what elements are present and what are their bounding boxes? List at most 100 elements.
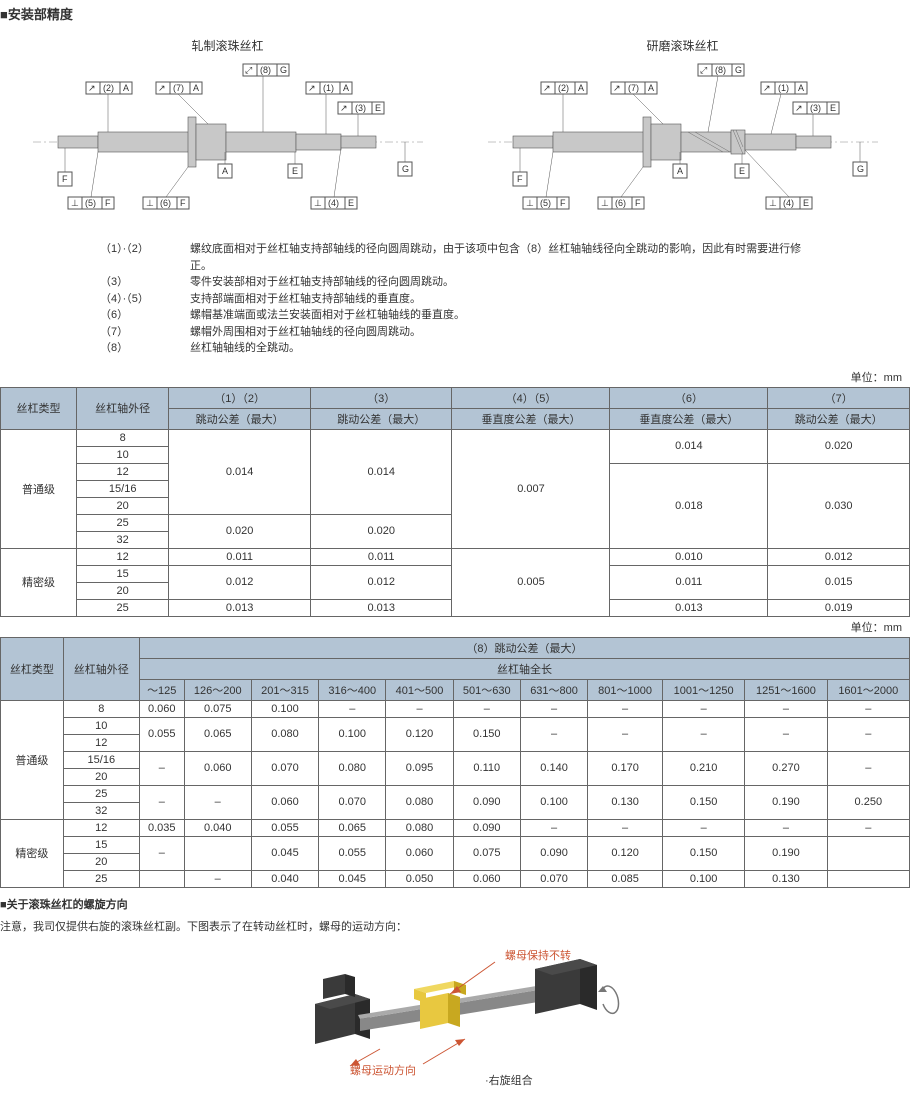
svg-text:(4): (4)	[328, 198, 339, 208]
svg-text:(6): (6)	[615, 198, 626, 208]
t2-range-header: 631～800	[520, 679, 587, 700]
t2-cell: 0.120	[386, 717, 453, 751]
t2-h-od: 丝杠轴外径	[63, 637, 139, 700]
t1-cell: 0.012	[768, 548, 910, 565]
t2-cell: 0.100	[251, 700, 318, 717]
t1-h-od: 丝杠轴外径	[76, 387, 168, 429]
t2-cell: 12	[63, 734, 139, 751]
t2-range-header: 316～400	[319, 679, 386, 700]
svg-text:F: F	[560, 198, 566, 208]
svg-text:⊥: ⊥	[769, 198, 777, 208]
svg-text:A: A	[648, 83, 654, 93]
svg-text:↗: ↗	[158, 83, 166, 93]
t2-cell: 0.060	[139, 700, 184, 717]
t1-cell: 0.020	[169, 514, 311, 548]
t2-cell: –	[386, 700, 453, 717]
unit-label-1: 单位：mm	[0, 367, 910, 387]
svg-text:⤢: ⤢	[699, 65, 707, 75]
svg-text:G: G	[735, 65, 742, 75]
t2-cell: 0.210	[662, 751, 744, 785]
t2-cell: 0.150	[662, 785, 744, 819]
t2-cell: 0.075	[184, 700, 251, 717]
note-num: （7）	[100, 324, 190, 341]
t1-cell: 0.014	[610, 429, 768, 463]
t2-cell: –	[453, 700, 520, 717]
t2-cell: –	[827, 700, 909, 717]
t1-od: 25	[76, 599, 168, 616]
t2-cell: –	[662, 819, 744, 836]
t2-cell: 0.270	[745, 751, 827, 785]
svg-text:E: E	[739, 166, 745, 176]
t2-cell: 0.070	[520, 870, 587, 887]
note-text: 零件安装部相对于丝杠轴支持部轴线的径向圆周跳动。	[190, 274, 454, 291]
svg-text:A: A	[193, 83, 199, 93]
note-text: 螺帽基准端面或法兰安装面相对于丝杠轴轴线的垂直度。	[190, 307, 465, 324]
t2-cell: 0.080	[319, 751, 386, 785]
t2-cell: 0.045	[319, 870, 386, 887]
t1-h-3a: （3）	[310, 387, 452, 408]
t1-od: 15	[76, 565, 168, 582]
t1-cell: 0.012	[169, 565, 311, 599]
t2-cell: 32	[63, 802, 139, 819]
t2-cell: 0.045	[251, 836, 318, 870]
t1-cell: 0.007	[452, 429, 610, 548]
t2-cell: –	[588, 819, 663, 836]
t1-od: 8	[76, 429, 168, 446]
t2-cell: 0.080	[386, 785, 453, 819]
svg-text:螺母保持不转: 螺母保持不转	[505, 948, 571, 962]
t1-h-3b: 跳动公差（最大）	[310, 408, 452, 429]
t2-cell	[827, 836, 909, 870]
direction-diagram: 螺母保持不转 螺母运动方向 ·右旋组合	[0, 944, 910, 1114]
t2-cell: –	[827, 717, 909, 751]
t2-h-main: （8）跳动公差（最大）	[139, 637, 909, 658]
svg-text:G: G	[857, 164, 864, 174]
svg-text:A: A	[222, 166, 228, 176]
t1-od: 12	[76, 548, 168, 565]
svg-text:⤢: ⤢	[244, 65, 252, 75]
note-num: （4）·（5）	[100, 291, 190, 308]
t2-cell: 0.080	[251, 717, 318, 751]
svg-text:A: A	[343, 83, 349, 93]
t2-cell: 0.100	[662, 870, 744, 887]
t2-range-header: 1601～2000	[827, 679, 909, 700]
t2-cell: 0.035	[139, 819, 184, 836]
t1-cell: 0.013	[169, 599, 311, 616]
t1-cell: 0.015	[768, 565, 910, 599]
t2-cell	[184, 836, 251, 870]
t2-range-header: 1251～1600	[745, 679, 827, 700]
t2-cell: 0.100	[520, 785, 587, 819]
t2-cell: 0.060	[453, 870, 520, 887]
svg-text:F: F	[105, 198, 111, 208]
svg-text:G: G	[402, 164, 409, 174]
svg-text:(2): (2)	[103, 83, 114, 93]
note-num: （1）·（2）	[100, 241, 190, 274]
t1-cell: 0.019	[768, 599, 910, 616]
t1-cell: 0.020	[310, 514, 452, 548]
svg-text:↗: ↗	[763, 83, 771, 93]
t2-range-header: 801～1000	[588, 679, 663, 700]
t1-cell: 0.005	[452, 548, 610, 616]
svg-text:G: G	[280, 65, 287, 75]
t2-cell: 0.060	[386, 836, 453, 870]
note-num: （6）	[100, 307, 190, 324]
note-num: （8）	[100, 340, 190, 357]
t2-cell	[827, 870, 909, 887]
t1-h-7a: （7）	[768, 387, 910, 408]
svg-text:F: F	[180, 198, 186, 208]
t1-h-12a: （1）（2）	[169, 387, 311, 408]
t2-cell: –	[827, 819, 909, 836]
svg-text:(7): (7)	[173, 83, 184, 93]
t1-od: 15/16	[76, 480, 168, 497]
svg-text:↗: ↗	[613, 83, 621, 93]
t2-cell: 8	[63, 700, 139, 717]
t2-cell: 20	[63, 768, 139, 785]
svg-text:(3): (3)	[810, 103, 821, 113]
svg-text:F: F	[517, 174, 523, 184]
t2-cell: –	[184, 785, 251, 819]
t2-cell: 普通级	[1, 700, 64, 819]
tolerance-table-1: 丝杠类型 丝杠轴外径 （1）（2） （3） （4）（5） （6） （7） 跳动公…	[0, 387, 910, 617]
t2-cell: 0.060	[184, 751, 251, 785]
t1-cell: 0.014	[310, 429, 452, 514]
t2-cell: 0.250	[827, 785, 909, 819]
section-title-1: ■安装部精度	[0, 0, 910, 27]
